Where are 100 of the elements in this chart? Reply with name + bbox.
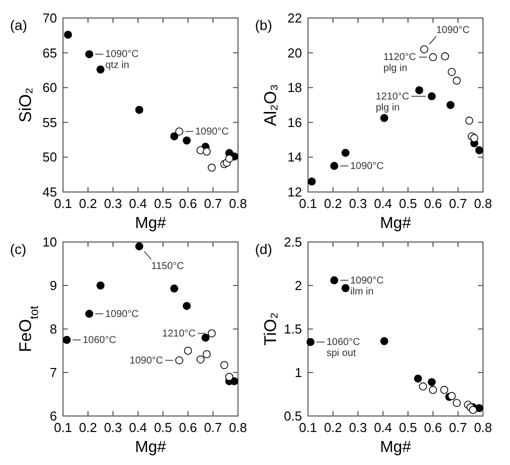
- x-axis-title: Mg#: [380, 215, 412, 232]
- y-tick-label: 20: [288, 45, 302, 60]
- x-tick-label: 0.2: [78, 196, 98, 211]
- y-tick-label: 10: [42, 234, 57, 250]
- point: [330, 162, 338, 170]
- annotation: 1090°C: [130, 355, 164, 366]
- chart-title: (c): [10, 241, 26, 257]
- point: [202, 350, 211, 358]
- y-tick-label: 1.5: [284, 322, 302, 336]
- point: [96, 66, 104, 74]
- point: [135, 242, 144, 250]
- annotation: 1090°C qtz in: [105, 49, 139, 72]
- x-tick-label: 0.8: [474, 196, 492, 211]
- y-tick-label: 50: [42, 150, 57, 165]
- point: [441, 52, 449, 60]
- y-tick-label: 2.5: [284, 234, 302, 250]
- annotation: 1090°C ilm in: [350, 275, 384, 298]
- y-tick-label: 18: [288, 80, 302, 96]
- point: [306, 338, 314, 346]
- annotation: 1060°C spi out: [326, 337, 360, 360]
- point: [196, 355, 204, 364]
- point: [440, 386, 448, 394]
- x-tick-label: 0.4: [374, 420, 392, 435]
- point: [342, 148, 350, 157]
- x-tick-label: 0.2: [78, 420, 98, 435]
- chart-title: (a): [10, 17, 28, 33]
- annotation: 1210°C plg in: [376, 91, 410, 114]
- annotation: 1150°C: [151, 260, 184, 272]
- chart-title: (b): [255, 17, 272, 33]
- annotation: 1090°C: [436, 24, 470, 36]
- point: [428, 92, 436, 100]
- y-tick-label: 8: [50, 322, 57, 336]
- y-tick-label: 7: [50, 365, 57, 380]
- point: [448, 392, 456, 400]
- y-tick-label: 14: [288, 150, 302, 165]
- point: [414, 374, 422, 383]
- y-tick-label: 65: [42, 45, 57, 60]
- x-axis-title: Mg#: [134, 215, 166, 232]
- x-tick-label: 0.5: [154, 420, 172, 435]
- x-tick-label: 0.6: [178, 196, 198, 211]
- x-tick-label: 0.5: [398, 420, 418, 435]
- point: [429, 386, 437, 394]
- y-tick-label: 22: [288, 10, 302, 26]
- point: [419, 382, 427, 390]
- x-tick-label: 0.3: [348, 420, 368, 435]
- point: [429, 53, 437, 62]
- point: [182, 302, 191, 310]
- y-axis-title: Al₂O₃: [261, 84, 280, 126]
- point: [62, 336, 71, 344]
- point: [308, 178, 316, 186]
- x-tick-label: 0.8: [228, 196, 248, 211]
- point: [452, 398, 461, 407]
- x-tick-label: 0.2: [324, 196, 342, 211]
- point: [475, 146, 484, 154]
- point: [220, 361, 228, 370]
- point: [330, 276, 338, 284]
- y-axis-title: TiO₂: [261, 312, 280, 346]
- point: [96, 282, 104, 290]
- point: [85, 310, 94, 318]
- point: [380, 114, 388, 122]
- y-tick-label: 55: [42, 114, 57, 130]
- x-axis-title: Mg#: [380, 439, 412, 456]
- x-tick-label: 0.3: [104, 196, 122, 211]
- point: [225, 154, 234, 163]
- x-tick-label: 0.7: [204, 196, 222, 211]
- point: [446, 101, 454, 109]
- point: [202, 148, 211, 156]
- x-tick-label: 0.4: [128, 420, 148, 435]
- point: [182, 136, 191, 144]
- point: [420, 45, 428, 54]
- x-tick-label: 0.6: [178, 420, 198, 435]
- x-tick-label: 0.2: [324, 420, 342, 435]
- y-axis-title: SiO₂: [16, 88, 35, 122]
- x-tick-label: 0.5: [154, 196, 172, 211]
- x-tick-label: 0.8: [474, 420, 492, 435]
- point: [64, 30, 72, 39]
- point: [225, 372, 234, 381]
- annotation: 1120°C plg in: [383, 52, 416, 74]
- point: [175, 127, 184, 136]
- point: [448, 68, 456, 76]
- annotation: 1210°C: [162, 328, 196, 340]
- y-tick-label: 16: [288, 114, 302, 130]
- point: [208, 164, 216, 172]
- x-tick-label: 0.8: [228, 420, 248, 435]
- annotation: 1090°C: [105, 308, 139, 320]
- x-tick-label: 0.7: [448, 196, 468, 211]
- x-tick-label: 0.4: [128, 196, 148, 211]
- point: [135, 106, 144, 114]
- point: [170, 284, 178, 293]
- point: [85, 50, 94, 58]
- annotation: 1090°C: [195, 126, 229, 138]
- y-tick-label: 9: [50, 278, 57, 293]
- point: [184, 346, 192, 355]
- point: [175, 356, 184, 364]
- point: [469, 406, 477, 414]
- y-tick-label: 1: [294, 365, 302, 380]
- point: [465, 116, 474, 125]
- y-tick-label: 70: [42, 10, 57, 26]
- x-tick-label: 0.3: [104, 420, 122, 435]
- x-tick-label: 0.4: [374, 196, 392, 211]
